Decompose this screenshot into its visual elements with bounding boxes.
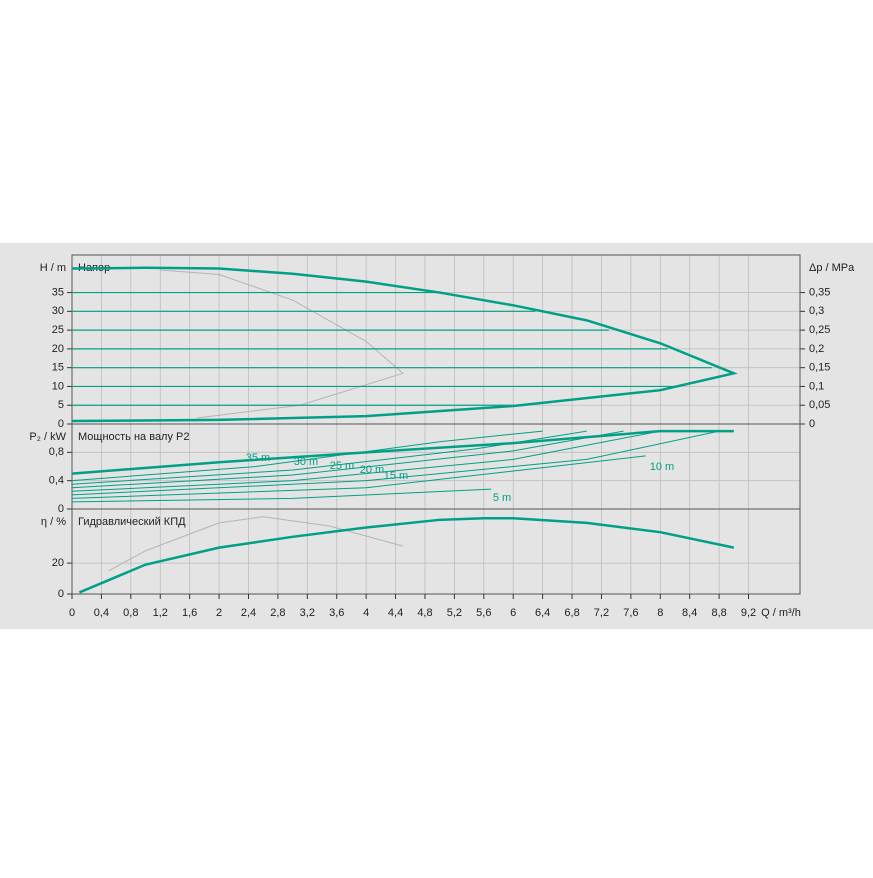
line [71, 430, 720, 496]
x-tick-label: 1,6 [182, 607, 197, 619]
y2-tick-label: 0,35 [809, 286, 830, 298]
line [71, 266, 738, 423]
y2-tick-label: 0,2 [809, 343, 824, 355]
x-tick-label: 4,8 [417, 607, 432, 619]
x-tick-label: 3,6 [329, 607, 344, 619]
y-tick-label: 5 [58, 399, 64, 411]
x-tick-label: 5,2 [447, 607, 462, 619]
y-tick-label: 0 [58, 418, 64, 430]
y2-tick-label: 0,3 [809, 305, 824, 317]
x-tick-label: 7,2 [594, 607, 609, 619]
x-tick-label: 8,8 [711, 607, 726, 619]
y-tick-label: 10 [52, 380, 64, 392]
curve-label: 20 m [360, 464, 384, 476]
x-tick-label: 4,4 [388, 607, 403, 619]
panel-title: Мощность на валу P2 [78, 431, 190, 443]
y-axis-label: η / % [41, 516, 66, 528]
x-axis-label: Q / m³/h [761, 607, 801, 619]
x-tick-label: 0,8 [123, 607, 138, 619]
y2-tick-label: 0,25 [809, 324, 830, 336]
y-tick-label: 0,8 [49, 446, 64, 458]
y-tick-label: 0 [58, 588, 64, 600]
curve-label: 30 m [294, 456, 318, 468]
x-tick-label: 8 [657, 607, 663, 619]
line [71, 430, 661, 492]
y-tick-label: 15 [52, 362, 64, 374]
line [78, 517, 735, 594]
x-tick-label: 2 [216, 607, 222, 619]
x-tick-label: 0,4 [94, 607, 109, 619]
y-tick-label: 30 [52, 305, 64, 317]
line [71, 430, 624, 489]
x-tick-label: 8,4 [682, 607, 697, 619]
y-tick-label: 0 [58, 503, 64, 515]
curve-label: 5 m [493, 492, 511, 504]
line [71, 430, 587, 485]
y-tick-label: 25 [52, 324, 64, 336]
y2-tick-label: 0,1 [809, 380, 824, 392]
curve-label: 15 m [384, 470, 408, 482]
y-axis-label: P₂ / kW [29, 431, 66, 443]
curve-label: 25 m [330, 460, 354, 472]
y2-axis-label: Δp / MPa [809, 262, 855, 274]
y-axis-label: H / m [40, 262, 66, 274]
line [71, 429, 734, 475]
x-tick-label: 2,8 [270, 607, 285, 619]
x-tick-label: 5,6 [476, 607, 491, 619]
x-tick-label: 7,6 [623, 607, 638, 619]
panel-title: Гидравлический КПД [78, 516, 186, 528]
x-tick-label: 4 [363, 607, 369, 619]
line [71, 488, 492, 503]
y-tick-label: 20 [52, 557, 64, 569]
x-tick-label: 0 [69, 607, 75, 619]
line [108, 516, 404, 572]
x-tick-label: 9,2 [741, 607, 756, 619]
y-tick-label: 20 [52, 343, 64, 355]
y-tick-label: 35 [52, 286, 64, 298]
y2-tick-label: 0,15 [809, 362, 830, 374]
curve-label: 10 m [650, 461, 674, 473]
y2-tick-label: 0 [809, 418, 815, 430]
x-tick-label: 2,4 [241, 607, 256, 619]
plot-frame [71, 508, 801, 595]
y2-tick-label: 0,05 [809, 399, 830, 411]
x-tick-label: 6,8 [564, 607, 579, 619]
x-tick-label: 3,2 [300, 607, 315, 619]
x-tick-label: 6,4 [535, 607, 550, 619]
line [71, 455, 646, 499]
x-tick-label: 1,2 [153, 607, 168, 619]
y-tick-label: 0,4 [49, 475, 64, 487]
x-tick-label: 6 [510, 607, 516, 619]
